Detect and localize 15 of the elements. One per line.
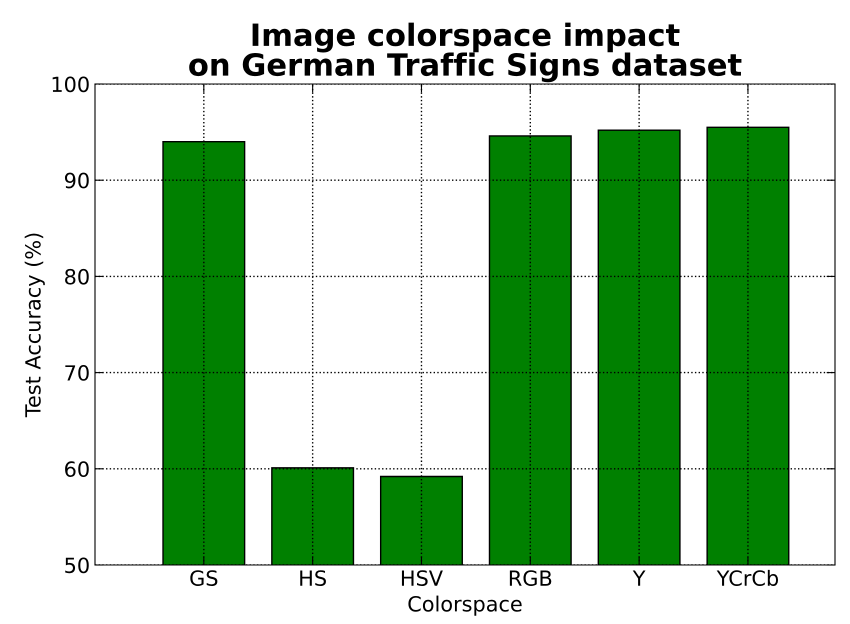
y-axis-title: Test Accuracy (%) [24,234,45,418]
y-tick-label: 80 [65,268,89,285]
chart-title: Image colorspace impact on German Traffic Signs dataset [189,22,742,82]
y-tick-label: 90 [64,172,89,188]
x-axis-title: Colorspace [408,596,522,616]
x-tick-label: GS [190,570,218,586]
x-tick-label: RGB [510,570,552,586]
y-tick-label: 60 [65,461,89,478]
y-tick-label: 100 [52,76,89,92]
x-tick-label: HSV [402,570,443,586]
x-tick-label: Y [632,570,646,586]
y-tick-label: 70 [65,365,89,381]
x-tick-label: YCrCb [716,570,778,586]
y-tick-label: 50 [65,557,89,574]
x-tick-label: HS [300,570,326,586]
